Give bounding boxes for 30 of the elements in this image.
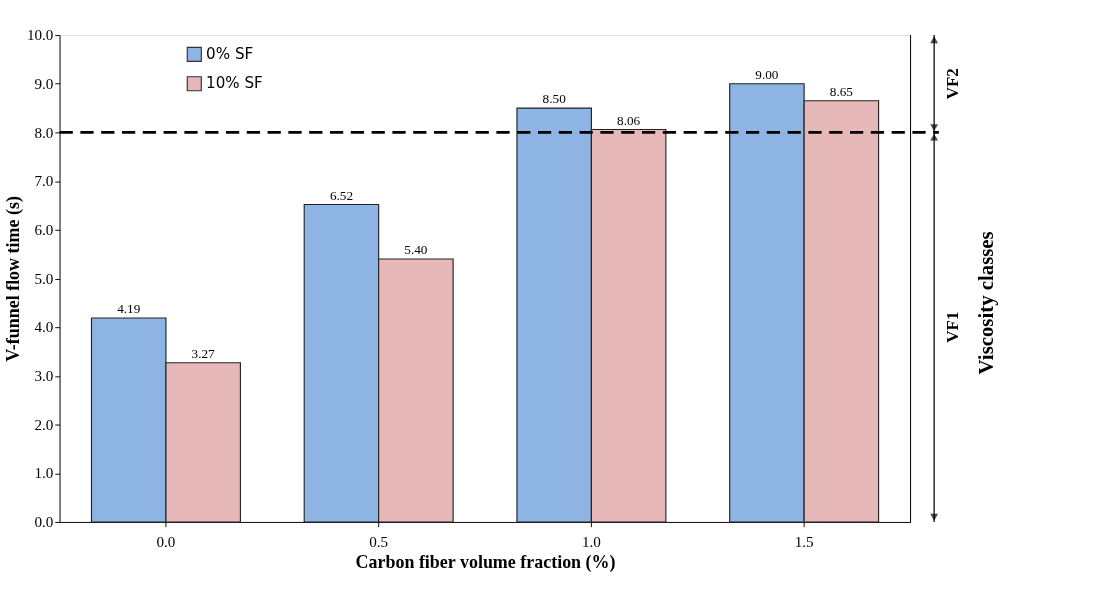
y-tick-label: 7.0: [34, 173, 54, 190]
text: VF2: [942, 68, 962, 100]
y2-axis-title: Viscosity classes: [973, 231, 998, 375]
y-tick-label: 2.0: [34, 416, 54, 433]
y-tick-label: 5.0: [34, 270, 54, 287]
y-tick-label: 6.0: [34, 222, 54, 239]
x-tick-label: 0.0: [156, 534, 176, 551]
y-tick-label: 9.0: [34, 75, 54, 92]
y-tick-label: 0.0: [34, 514, 54, 531]
x-axis-title: Carbon fiber volume fraction (%): [355, 551, 616, 573]
data-label: 4.19: [117, 301, 141, 317]
y-tick-label: 8.0: [34, 124, 54, 141]
data-label: 5.40: [404, 242, 428, 258]
legend-label: 0% SF: [206, 45, 254, 64]
x-tick-label: 1.5: [794, 534, 814, 551]
data-label: 8.65: [829, 84, 854, 100]
x-tick-label: 0.5: [369, 534, 389, 551]
y-axis-title: V-funnel flow time (s): [3, 196, 25, 362]
data-label: 8.06: [617, 112, 641, 128]
y-tick-label: 1.0: [34, 465, 54, 482]
data-label: 3.27: [191, 346, 216, 362]
x-tick-label: 1.0: [581, 534, 601, 551]
data-label: 9.00: [755, 67, 779, 83]
text: VF1: [942, 311, 962, 343]
y-tick-label: 3.0: [34, 368, 54, 385]
y-tick-label: 4.0: [34, 319, 54, 336]
data-label: 6.52: [329, 187, 354, 203]
data-label: 8.50: [542, 91, 567, 107]
y-tick-label: 10.0: [26, 27, 54, 44]
legend-label: 10% SF: [206, 74, 263, 93]
